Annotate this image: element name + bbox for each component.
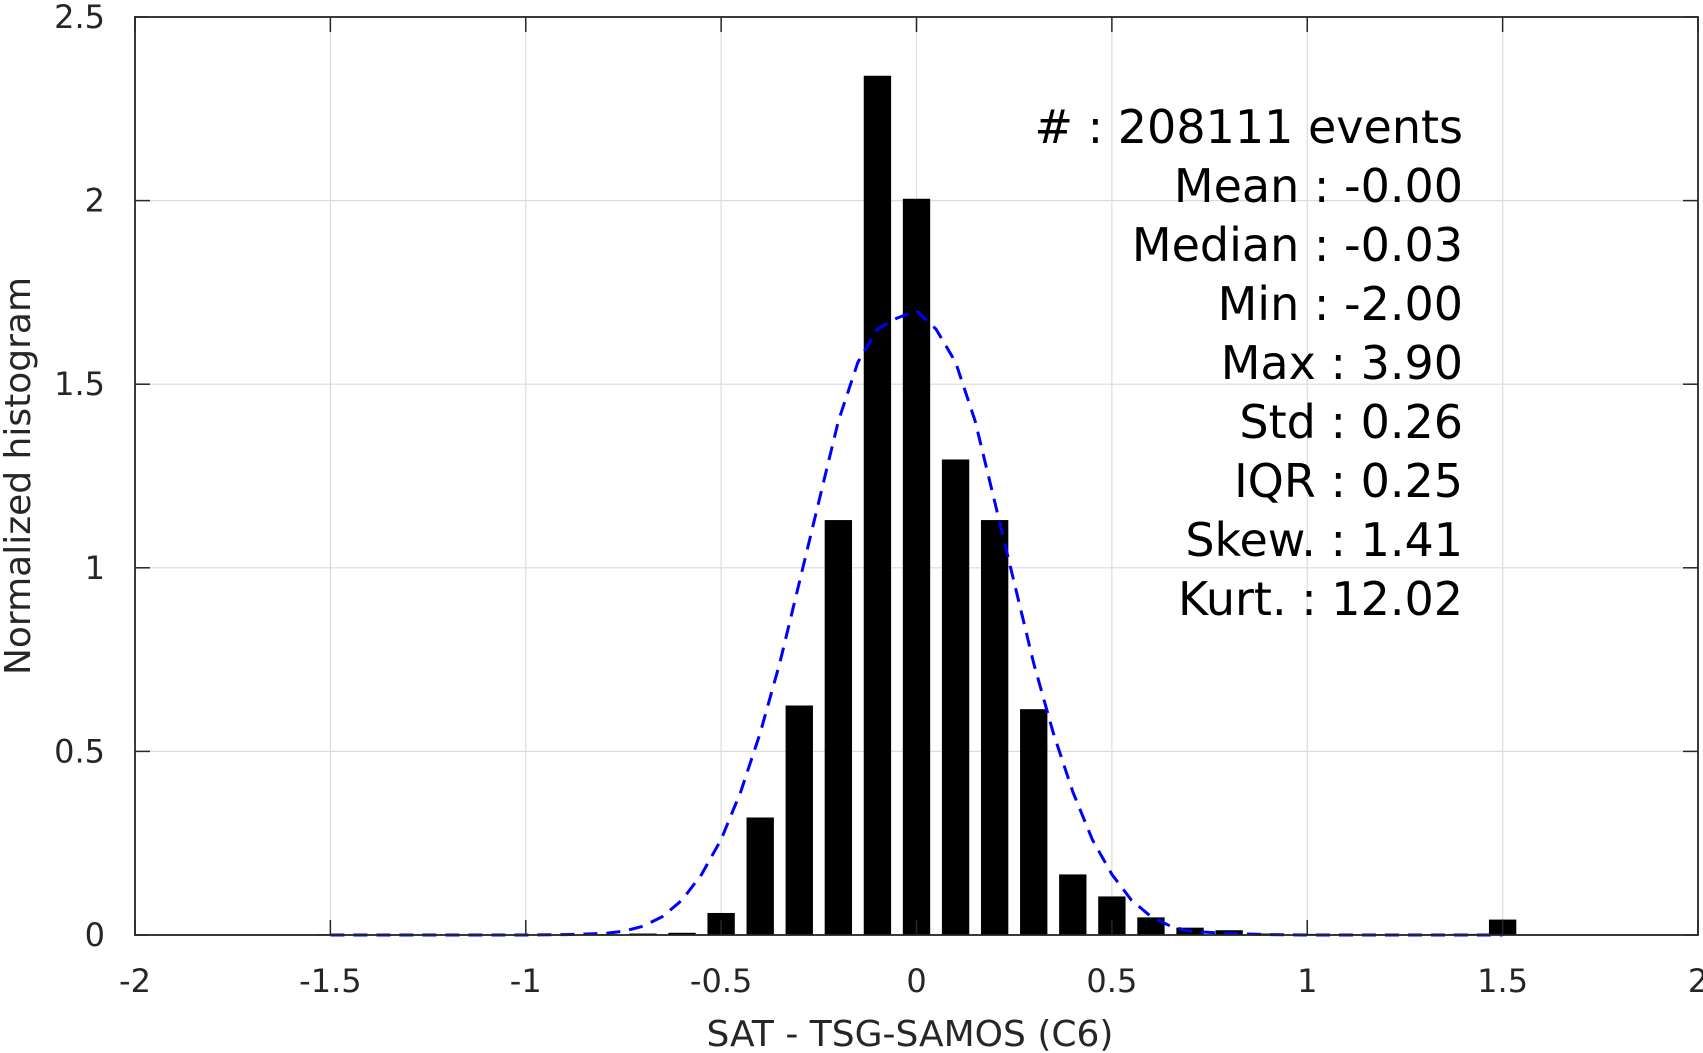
y-tick-label: 2 xyxy=(85,182,105,220)
stat-line: Min : -2.00 xyxy=(1218,277,1463,331)
histogram-bar xyxy=(1059,874,1087,935)
histogram-bar xyxy=(980,520,1009,935)
stat-line: Kurt. : 12.02 xyxy=(1178,572,1463,626)
stat-line: Max : 3.90 xyxy=(1221,336,1463,390)
y-tick-label: 1 xyxy=(85,549,105,587)
histogram-bar xyxy=(668,932,696,935)
histogram-bar xyxy=(1137,917,1165,935)
y-tick-labels: 0 0.5 1 1.5 2 2.5 xyxy=(54,0,105,954)
x-tick-label: 2 xyxy=(1688,962,1703,1000)
y-axis-label: Normalized histogram xyxy=(0,277,39,675)
stat-line: # : 208111 events xyxy=(1035,100,1464,154)
y-tick-label: 0 xyxy=(85,916,105,954)
x-tick-label: -1 xyxy=(510,962,542,1000)
histogram-bars xyxy=(316,75,1517,935)
x-tick-label: 1 xyxy=(1297,962,1317,1000)
histogram-bar xyxy=(902,198,931,935)
y-tick-label: 2.5 xyxy=(54,0,105,36)
y-tick-label: 0.5 xyxy=(54,732,105,770)
y-tick-label: 1.5 xyxy=(54,365,105,403)
stat-line: Skew. : 1.41 xyxy=(1185,513,1463,567)
stat-line: Median : -0.03 xyxy=(1132,218,1463,272)
x-tick-label: 1.5 xyxy=(1477,962,1528,1000)
stat-line: Mean : -0.00 xyxy=(1174,159,1463,213)
x-tick-label: -0.5 xyxy=(690,962,752,1000)
x-tick-label: 0.5 xyxy=(1086,962,1137,1000)
fit-curve-group xyxy=(330,309,1503,937)
tick-marks xyxy=(134,16,1699,936)
stat-line: IQR : 0.25 xyxy=(1234,454,1463,508)
histogram-bar xyxy=(785,705,813,935)
x-tick-label: -1.5 xyxy=(299,962,361,1000)
x-tick-label: 0 xyxy=(906,962,926,1000)
x-axis-label: SAT - TSG-SAMOS (C6) xyxy=(707,1014,1114,1053)
histogram-bar xyxy=(941,459,970,935)
stat-line: Std : 0.26 xyxy=(1239,395,1463,449)
histogram-bar xyxy=(1020,709,1048,935)
histogram-bar xyxy=(746,817,774,935)
fit-curve xyxy=(330,309,1503,937)
x-tick-labels: -2 -1.5 -1 -0.5 0 0.5 1 1.5 2 xyxy=(119,962,1703,1000)
x-tick-label: -2 xyxy=(119,962,151,1000)
histogram-bar xyxy=(824,520,853,935)
histogram-bar xyxy=(863,75,892,935)
